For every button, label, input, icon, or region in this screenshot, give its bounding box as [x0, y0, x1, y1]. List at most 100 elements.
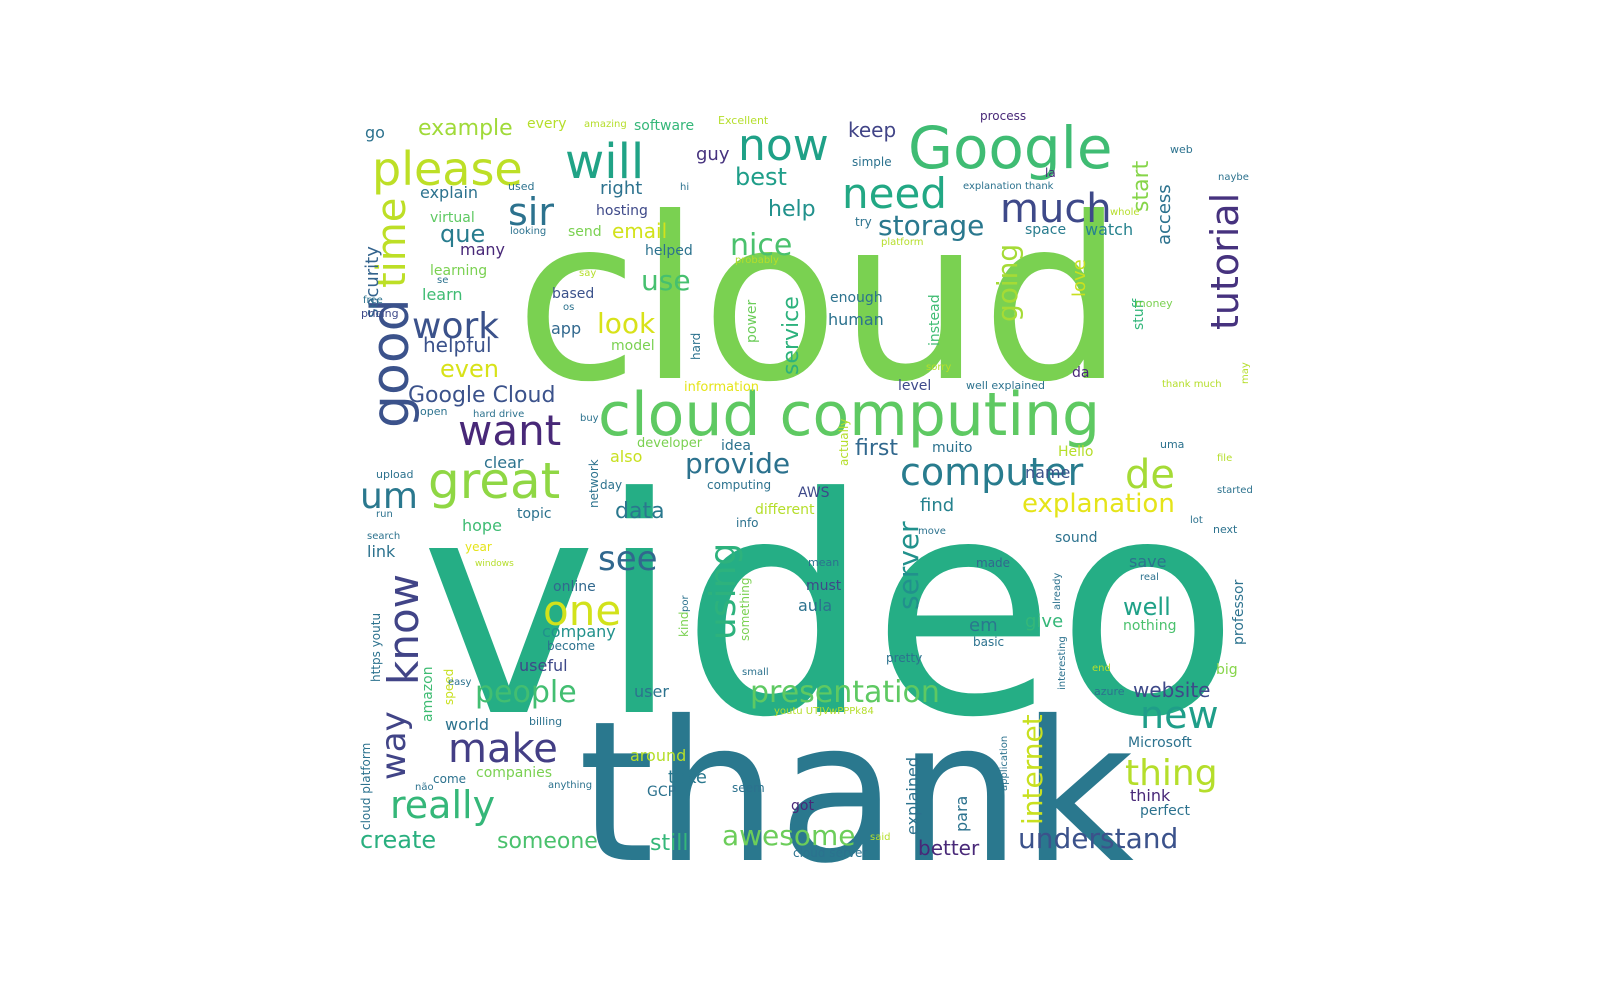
word-168: file — [1217, 453, 1232, 464]
word-144: looking — [510, 226, 546, 237]
word-189: end — [1092, 663, 1111, 674]
word-49: even — [440, 355, 499, 383]
word-32: provide — [685, 447, 790, 480]
word-35: people — [475, 675, 577, 710]
word-52: someone — [497, 829, 598, 854]
word-104: aula — [798, 596, 832, 615]
word-141: explanation thank — [963, 181, 1054, 192]
word-155: money — [1135, 297, 1173, 310]
word-10: need — [842, 169, 947, 218]
word-30: nice — [730, 228, 792, 263]
word-122: Microsoft — [1128, 735, 1192, 751]
word-143: used — [508, 180, 534, 193]
word-64: go — [365, 123, 385, 142]
word-24: thing — [1125, 753, 1218, 794]
word-191: easy — [448, 677, 471, 688]
word-119: around — [630, 746, 686, 765]
word-121: companies — [476, 765, 552, 781]
word-96: Hello — [1058, 444, 1094, 460]
word-176: lot — [1190, 515, 1203, 526]
word-169: started — [1217, 485, 1253, 496]
word-100: year — [465, 540, 492, 554]
word-142: whole — [1110, 207, 1140, 218]
word-67: guy — [696, 144, 730, 165]
word-7: now — [738, 120, 829, 171]
word-36: awesome — [722, 819, 856, 852]
word-75: love — [1069, 259, 1090, 297]
word-28: see — [598, 539, 658, 579]
word-72: virtual — [430, 210, 475, 226]
word-97: hope — [462, 516, 502, 535]
word-197: application — [999, 736, 1010, 791]
word-118: user — [634, 682, 669, 701]
word-160: may — [1240, 362, 1251, 384]
word-170: upload — [376, 468, 413, 481]
word-50: example — [418, 116, 513, 141]
word-147: try — [855, 215, 872, 229]
word-136: simple — [852, 155, 892, 169]
word-86: da — [1072, 365, 1089, 381]
word-188: small — [742, 667, 769, 678]
word-123: think — [1130, 786, 1171, 805]
word-45: best — [735, 163, 787, 191]
word-58: start — [1129, 160, 1154, 212]
word-26: presentation — [750, 675, 940, 710]
word-164: buy — [580, 413, 599, 424]
word-12: sir — [508, 190, 554, 234]
word-193: billing — [529, 715, 562, 728]
word-173: computing — [707, 478, 771, 492]
word-56: data — [615, 499, 665, 524]
word-76: stuff — [1131, 298, 1147, 330]
word-153: free — [363, 295, 383, 306]
word-183: something — [738, 577, 752, 641]
word-190: azure — [1094, 685, 1125, 698]
word-145: send — [568, 224, 602, 240]
word-21: one — [543, 586, 621, 635]
word-156: hard — [689, 333, 703, 360]
word-83: power — [744, 299, 760, 343]
word-16: computer — [900, 450, 1084, 494]
word-77: space — [1025, 222, 1066, 238]
word-27: using — [703, 543, 744, 640]
word-113: basic — [973, 635, 1004, 649]
word-54: better — [918, 836, 980, 860]
word-127: got — [791, 798, 814, 814]
word-174: info — [736, 516, 759, 530]
word-59: access — [1154, 184, 1175, 245]
word-134: Excellent — [718, 114, 769, 127]
word-89: also — [610, 447, 642, 466]
word-126: para — [952, 796, 971, 832]
word-154: pricing — [361, 307, 399, 320]
word-17: de — [1125, 452, 1175, 498]
word-94: idea — [721, 438, 751, 454]
word-70: learning — [430, 263, 487, 279]
word-177: next — [1213, 523, 1238, 536]
word-171: run — [376, 509, 393, 520]
word-79: based — [552, 286, 594, 302]
word-98: topic — [517, 506, 552, 522]
word-198: said — [870, 832, 890, 843]
word-61: keep — [848, 118, 896, 142]
word-178: move — [918, 526, 946, 537]
word-163: hard drive — [473, 409, 524, 420]
word-115: amazon — [420, 666, 436, 722]
word-102: company — [542, 622, 616, 641]
word-106: em — [969, 615, 998, 636]
word-22: make — [448, 726, 558, 772]
word-66: right — [600, 178, 642, 199]
word-109: made — [976, 556, 1010, 570]
word-181: mean — [808, 556, 839, 569]
word-69: many — [460, 240, 505, 259]
word-41: use — [641, 264, 691, 297]
word-42: Google Cloud — [408, 383, 555, 408]
word-93: different — [755, 502, 815, 518]
word-40: look — [597, 307, 656, 340]
word-101: online — [553, 579, 596, 595]
word-62: security — [362, 246, 383, 318]
word-162: open — [420, 405, 447, 418]
word-138: la — [1045, 166, 1056, 180]
word-38: server — [892, 521, 925, 610]
word-124: perfect — [1140, 803, 1190, 819]
